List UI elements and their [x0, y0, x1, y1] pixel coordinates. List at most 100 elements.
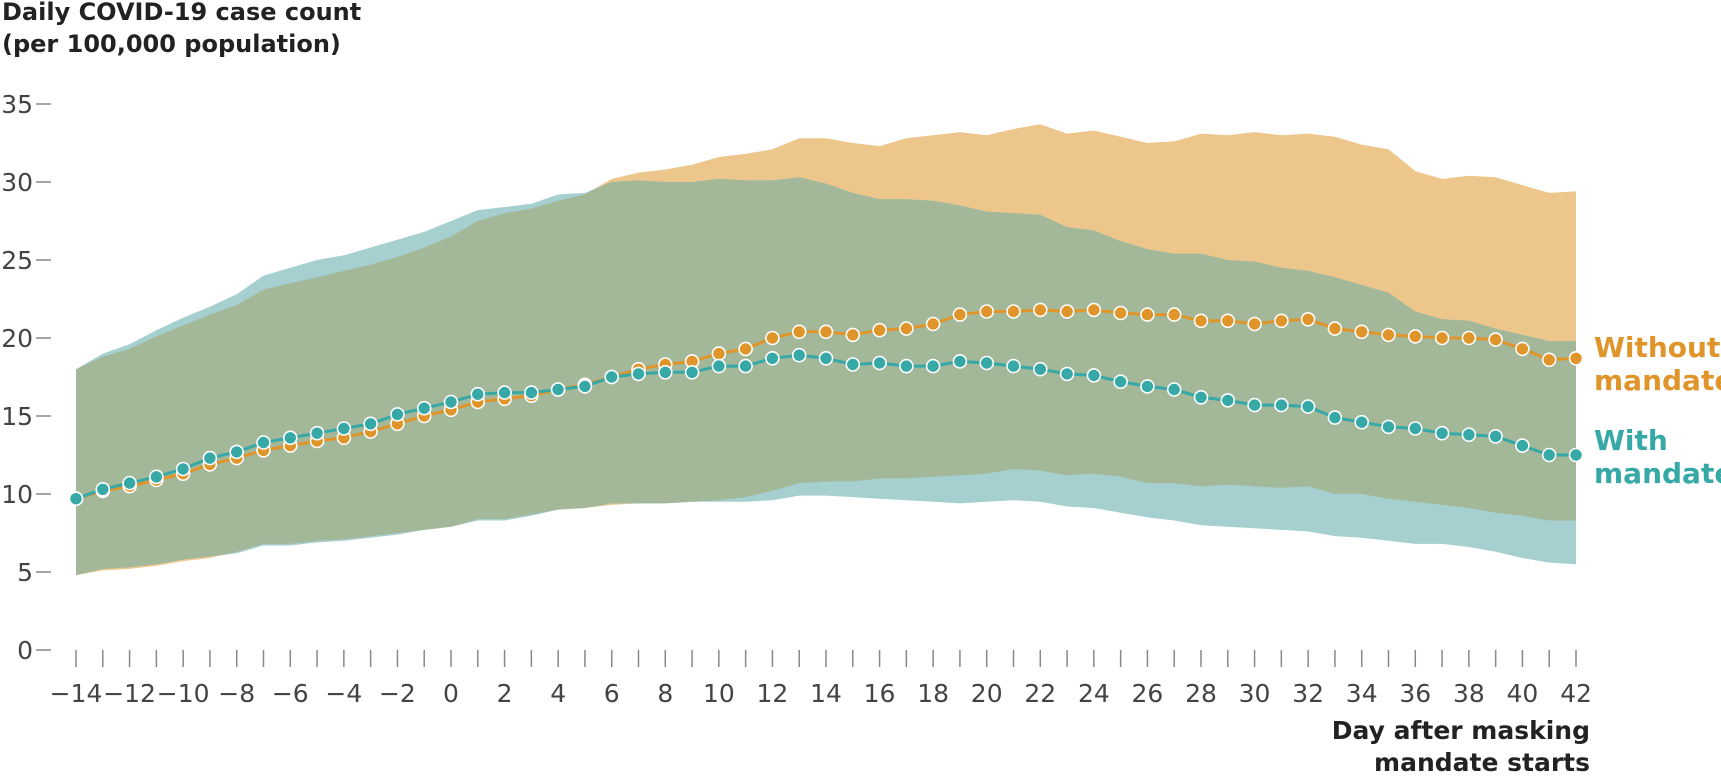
- with-mandate-point: [872, 355, 887, 371]
- confidence-bands: [76, 124, 1576, 576]
- without-mandate-point: [845, 327, 861, 343]
- y-tick-label: 10: [1, 480, 33, 509]
- with-mandate-point: [1434, 425, 1450, 441]
- x-tick-label: 2: [497, 679, 513, 708]
- with-mandate-point: [390, 407, 405, 422]
- with-mandate-point: [1247, 397, 1262, 413]
- without-mandate-point: [1354, 324, 1369, 340]
- with-mandate-point: [1113, 374, 1128, 390]
- without-mandate-point: [1274, 313, 1289, 329]
- x-tick-label: 42: [1560, 679, 1592, 708]
- with-mandate-point: [1515, 438, 1530, 453]
- with-mandate-point: [1166, 382, 1182, 397]
- with-mandate-point: [416, 400, 432, 416]
- without-mandate-point: [1541, 352, 1557, 368]
- y-tick-label: 0: [17, 636, 33, 665]
- x-tick-label: 12: [757, 679, 789, 708]
- x-tick-label: −12: [103, 679, 156, 708]
- y-tick-label: 30: [1, 168, 33, 197]
- y-tick-label: 15: [1, 402, 33, 431]
- x-tick-label: 34: [1346, 679, 1378, 708]
- without-mandate-point: [1140, 307, 1155, 322]
- without-mandate-point: [925, 316, 941, 332]
- without-mandate-point: [1086, 302, 1102, 318]
- with-mandate-point: [1488, 428, 1503, 444]
- without-mandate-point: [1381, 327, 1396, 343]
- with-mandate-point: [657, 364, 673, 380]
- without-mandate-point: [1461, 330, 1477, 346]
- y-axis-title-line-1: Daily COVID-19 case count: [2, 0, 361, 26]
- with-mandate-point: [684, 364, 700, 380]
- without-mandate-point: [1059, 304, 1075, 319]
- with-mandate-point: [524, 385, 539, 400]
- without-mandate-point: [952, 307, 968, 322]
- with-mandate-point: [256, 435, 271, 450]
- y-tick-label: 25: [1, 246, 33, 275]
- with-mandate-point: [1568, 447, 1584, 463]
- x-tick-label: 10: [703, 679, 735, 708]
- without-mandate-label-line-1: Without: [1594, 331, 1720, 364]
- with-mandate-point: [845, 357, 861, 372]
- with-mandate-point: [1381, 419, 1396, 435]
- without-mandate-point: [1434, 330, 1450, 346]
- series-points: [68, 302, 1584, 507]
- x-tick-label: 26: [1132, 679, 1164, 708]
- x-tick-label: −4: [325, 679, 362, 708]
- with-mandate-point: [738, 358, 753, 374]
- without-mandate-point: [1408, 329, 1423, 344]
- x-tick-label: 36: [1399, 679, 1431, 708]
- without-mandate-point: [1006, 304, 1021, 319]
- with-mandate-point: [631, 366, 646, 382]
- with-mandate-point: [604, 369, 620, 385]
- with-mandate-point: [443, 394, 459, 410]
- with-mandate-point: [229, 444, 244, 460]
- with-mandate-point: [925, 358, 941, 374]
- x-tick-label: 6: [604, 679, 620, 708]
- with-mandate-point: [899, 358, 914, 374]
- x-tick-label: −6: [272, 679, 309, 708]
- x-tick-label: 24: [1078, 679, 1110, 708]
- with-mandate-point: [979, 355, 995, 371]
- with-mandate-point: [149, 469, 164, 485]
- x-tick-label: 16: [864, 679, 896, 708]
- with-mandate-point: [1327, 410, 1343, 425]
- with-mandate-point: [336, 421, 352, 436]
- without-mandate-point: [738, 341, 753, 357]
- without-mandate-point: [1327, 321, 1343, 336]
- without-mandate-point: [765, 330, 780, 346]
- with-mandate-point: [765, 350, 780, 366]
- with-mandate-point: [202, 450, 218, 466]
- with-mandate-point: [497, 385, 512, 400]
- with-mandate-point: [1461, 427, 1477, 443]
- with-mandate-label-line-1: With: [1594, 424, 1668, 457]
- x-tick-label: 32: [1292, 679, 1324, 708]
- without-mandate-point: [1300, 311, 1316, 327]
- without-mandate-point: [1247, 316, 1262, 332]
- x-tick-label: 14: [810, 679, 842, 708]
- with-mandate-point: [282, 430, 298, 446]
- with-mandate-point: [1408, 421, 1423, 436]
- y-axis-title-line-2: (per 100,000 population): [2, 30, 341, 58]
- without-mandate-point: [899, 321, 914, 336]
- x-tick-label: −10: [157, 679, 210, 708]
- without-mandate-point: [791, 324, 807, 340]
- x-tick-label: −8: [218, 679, 255, 708]
- without-mandate-point: [1568, 350, 1584, 366]
- with-mandate-point: [1086, 368, 1102, 383]
- with-mandate-point: [68, 491, 84, 507]
- x-tick-label: 18: [917, 679, 949, 708]
- x-axis-title-line-2: mandate starts: [1374, 748, 1590, 774]
- with-mandate-point: [1140, 379, 1155, 394]
- x-tick-label: 20: [971, 679, 1003, 708]
- x-axis-title-line-1: Day after masking: [1332, 716, 1590, 745]
- x-tick-label: 8: [657, 679, 673, 708]
- without-mandate-point: [979, 304, 995, 319]
- without-mandate-point: [818, 324, 834, 340]
- without-mandate-point: [1166, 307, 1182, 322]
- with-mandate-point: [309, 425, 325, 441]
- with-mandate-point: [818, 350, 834, 366]
- without-mandate-point: [1515, 341, 1530, 357]
- x-tick-label: 40: [1507, 679, 1539, 708]
